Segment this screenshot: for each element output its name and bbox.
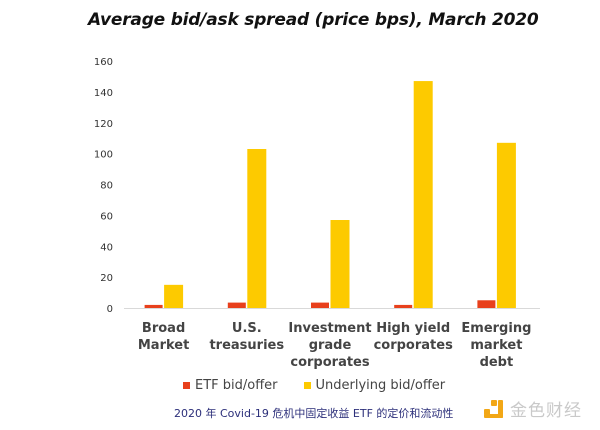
watermark-text: 金色财经 (510, 401, 582, 421)
legend-label-underlying: Underlying bid/offer (315, 378, 446, 393)
y-tick-label: 140 (94, 88, 113, 99)
bar-underlying-0 (164, 284, 184, 308)
x-tick-label: grade (309, 338, 352, 353)
x-tick-label: Emerging (461, 321, 531, 336)
y-axis: 0 20 40 60 80 100 120 140 160 (94, 57, 113, 315)
legend-item-etf: ETF bid/offer (183, 378, 278, 393)
bar-etf-4 (477, 300, 496, 308)
y-tick-label: 40 (100, 242, 113, 253)
bar-etf-3 (394, 304, 413, 308)
y-tick-label: 20 (100, 273, 113, 284)
y-tick-label: 120 (94, 119, 113, 130)
legend-item-underlying: Underlying bid/offer (303, 378, 446, 393)
bar-etf-1 (227, 302, 246, 308)
legend-label-etf: ETF bid/offer (195, 378, 278, 393)
caption: 2020 年 Covid-19 危机中固定收益 ETF 的定价和流动性 (174, 407, 454, 420)
bars (144, 81, 516, 308)
bar-etf-0 (144, 304, 163, 308)
x-tick-label: debt (480, 355, 514, 370)
x-tick-label: U.S. (232, 321, 262, 336)
x-axis-labels: Broad Market U.S. treasuries Investment grade… (138, 321, 532, 370)
watermark: 金色财经 (484, 396, 582, 421)
x-tick-label: Investment (288, 321, 371, 336)
legend-swatch-underlying (303, 382, 311, 389)
x-tick-label: High yield (376, 321, 450, 336)
bar-underlying-4 (496, 142, 516, 308)
x-tick-label: corporates (290, 355, 370, 370)
y-tick-label: 60 (100, 211, 113, 222)
x-tick-label: Market (138, 338, 189, 353)
y-tick-label: 0 (107, 304, 113, 315)
chart-title: Average bid/ask spread (price bps), Marc… (88, 10, 539, 30)
y-tick-label: 160 (94, 57, 113, 68)
legend-swatch-etf (183, 382, 190, 389)
watermark-logo-icon (484, 399, 504, 418)
y-tick-label: 80 (100, 181, 113, 192)
legend: ETF bid/offer Underlying bid/offer (183, 378, 445, 393)
x-tick-label: corporates (374, 338, 454, 353)
bar-underlying-1 (247, 148, 267, 308)
bar-underlying-3 (413, 81, 433, 308)
y-tick-label: 100 (94, 150, 113, 161)
x-tick-label: treasuries (209, 338, 284, 353)
x-tick-label: Broad (142, 321, 185, 336)
x-tick-label: market (470, 338, 522, 353)
bar-etf-2 (311, 302, 329, 308)
bar-underlying-2 (330, 220, 350, 308)
